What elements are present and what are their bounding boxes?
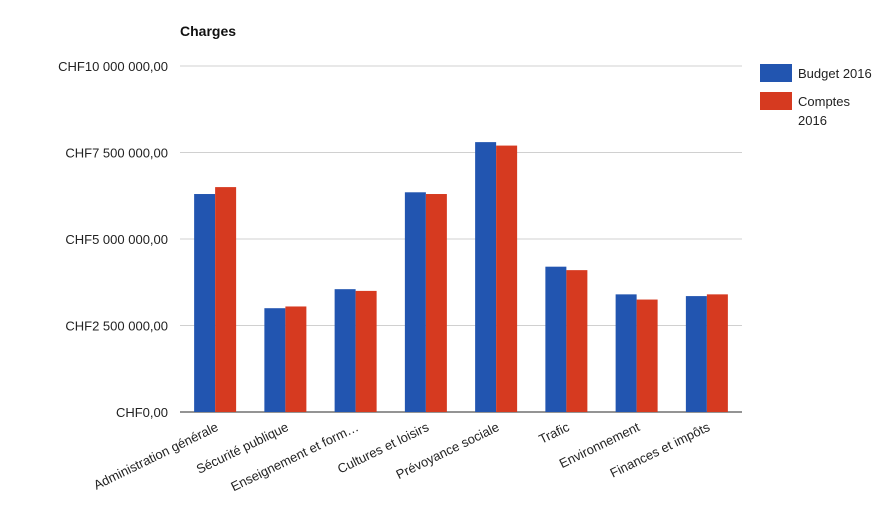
chart-title: Charges: [180, 23, 236, 39]
category-label: Administration générale: [91, 419, 220, 492]
legend-label: Comptes: [798, 94, 851, 109]
bar-comptes: [496, 145, 518, 412]
y-tick-label: CHF2 500 000,00: [65, 319, 168, 334]
bars: [194, 142, 728, 412]
bar-comptes: [425, 194, 447, 412]
bar-comptes: [355, 290, 377, 412]
y-tick-label: CHF7 500 000,00: [65, 146, 168, 161]
y-tick-label: CHF5 000 000,00: [65, 232, 168, 247]
bar-budget: [475, 142, 497, 412]
bar-comptes: [566, 270, 588, 412]
legend-label: Budget 2016: [798, 66, 872, 81]
legend-label: 2016: [798, 113, 827, 128]
grid-lines: [180, 65, 742, 413]
bar-budget: [194, 194, 216, 412]
bar-comptes: [706, 294, 728, 412]
category-label: Trafic: [536, 419, 572, 447]
legend-swatch: [760, 64, 792, 82]
y-tick-label: CHF0,00: [116, 405, 168, 420]
bar-budget: [545, 266, 567, 412]
y-tick-label: CHF10 000 000,00: [58, 59, 168, 74]
bar-budget: [685, 296, 707, 412]
bar-budget: [334, 289, 356, 412]
bar-comptes: [636, 299, 658, 412]
bar-comptes: [285, 306, 307, 412]
legend-swatch: [760, 92, 792, 110]
bar-budget: [264, 308, 286, 412]
y-axis-ticks: CHF0,00 CHF2 500 000,00 CHF5 000 000,00 CHF…: [58, 59, 168, 420]
category-label: Enseignement et form…: [228, 419, 361, 494]
bar-comptes: [215, 187, 237, 412]
bar-budget: [404, 192, 426, 412]
legend: Budget 2016 Comptes 2016: [760, 64, 872, 128]
bar-budget: [615, 294, 637, 412]
